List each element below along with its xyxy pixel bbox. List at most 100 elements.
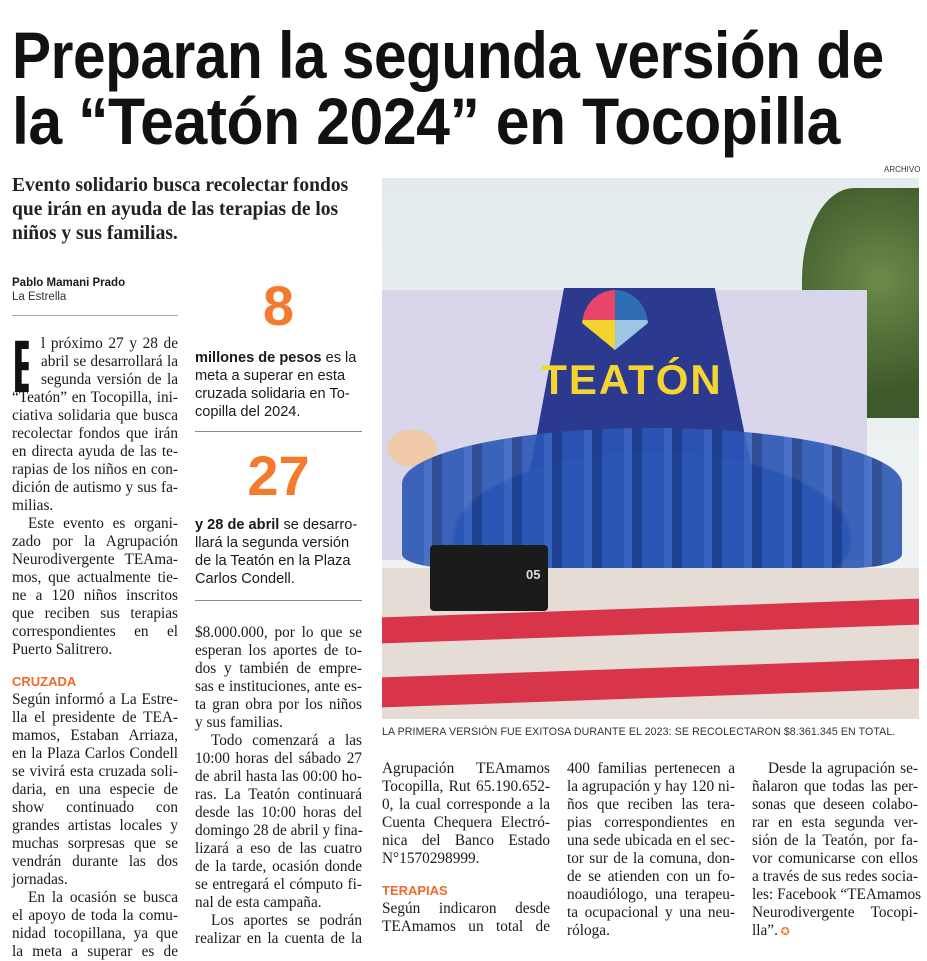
text-line: mos, que actualmente tie-: [12, 569, 178, 586]
byline-outlet: La Estrella: [12, 291, 67, 303]
spacer: [12, 659, 178, 673]
crowd-shirts: [402, 428, 902, 568]
column-3: Agrupación TEAmamos Tocopilla, Rut 65.190…: [382, 760, 550, 936]
text-line: Agrupación TEAmamos: [382, 760, 550, 777]
text-line: vor comunicarse con ellos: [752, 850, 918, 867]
fact-bold: millones de pesos: [195, 350, 322, 366]
fact-line: de la Teatón en la Plaza: [195, 553, 351, 569]
fact-line: se desarro-: [283, 517, 358, 533]
text-line: ne a 120 niños inscritos: [12, 587, 178, 604]
text-line: pias correspondientes en: [567, 814, 735, 831]
end-mark-icon: ✪: [777, 926, 790, 938]
text-line: abril se desarrollará la: [41, 353, 178, 370]
headline-line-1: Preparan la segunda versión de: [12, 18, 884, 92]
text-line: ños que reciben las tera-: [567, 796, 735, 813]
text-line: en la Plaza Carlos Condell: [12, 745, 178, 762]
text-line: ta ocupacional y una neu-: [567, 904, 735, 921]
fact-line: copilla del 2024.: [195, 404, 301, 420]
section-heading: CRUZADA: [12, 674, 77, 689]
text-line: les: Facebook “TEAmamos: [752, 886, 922, 903]
text-line: milias.: [12, 497, 54, 514]
fact-text: millones de pesos es la meta a superar e…: [195, 349, 362, 421]
spacer: [382, 868, 550, 882]
section-heading: TERAPIAS: [382, 883, 448, 898]
text-line: noaudiólogo, una terapeu-: [567, 886, 735, 903]
text-line: Este evento es organi-: [28, 515, 178, 532]
text-line: lla el presidente de TEA-: [12, 709, 178, 726]
text-line: ciativa solidaria que busca: [12, 407, 178, 424]
text-line: desde las 10:00 horas del: [195, 804, 362, 821]
speaker: 05: [430, 545, 548, 611]
text-line: el apoyo de toda la comu-: [12, 907, 178, 924]
text-line: de abril hasta las 00:00 ho-: [195, 768, 362, 785]
text-line: mamos, Estaban Arriaza,: [12, 727, 178, 744]
text-line: a través de sus redes socia-: [752, 868, 918, 885]
text-line: vendrán durante las dos: [12, 853, 178, 870]
text-line: esperan los aportes de to-: [195, 642, 362, 659]
text-line: Según informó a La Estre-: [12, 691, 178, 708]
text-line: la meta a superar es de: [12, 943, 178, 960]
text-line: “Teatón” en Tocopilla, ini-: [12, 389, 178, 406]
text-line: daria, en una especie de: [12, 781, 178, 798]
text-line: una sede ubicada en el sec-: [567, 832, 735, 849]
divider: [195, 431, 362, 432]
divider: [12, 315, 178, 316]
drop-cap: E: [12, 339, 29, 395]
text-line: Desde la agrupación se-: [768, 760, 918, 777]
fact-line: cruzada solidaria en To-: [195, 386, 350, 402]
text-line: Tocopilla, Rut 65.190.652-: [382, 778, 550, 795]
text-line: Los aportes se podrán: [211, 912, 362, 929]
column-1: l próximo 27 y 28 de abril se desarrollar…: [12, 335, 178, 961]
text-line: ñalaron que todas las per-: [752, 778, 918, 795]
text-line: róloga.: [567, 922, 610, 939]
text-line: realizar en la cuenta de la: [195, 930, 362, 947]
fact-line: es la: [325, 350, 357, 366]
headline-line-2: la “Teatón 2024” en Tocopilla: [12, 84, 840, 158]
divider: [195, 600, 362, 601]
text-line: de se atienden con un fo-: [567, 868, 735, 885]
text-line: domingo 28 de abril y fina-: [195, 822, 363, 839]
text-line: 400 familias pertenecen a: [567, 760, 735, 777]
text-line: lizará a eso de las cuatro: [195, 840, 362, 857]
text-line: la agrupación y hay 120 ni-: [567, 778, 735, 795]
text-line: ta gran obra por los niños: [195, 696, 362, 713]
fact-text: y 28 de abril se desarro- llará la segun…: [195, 516, 362, 588]
text-line: Según indicaron desde: [382, 900, 550, 917]
text-line: dición de autismo y sus fa-: [12, 479, 178, 496]
text-line: nidad tocopillana, ya que: [12, 925, 178, 942]
text-line: ras. La Teatón continuará: [195, 786, 362, 803]
fact-line: llará la segunda versión: [195, 535, 350, 551]
text-line: Neurodivergente Tocopi-: [752, 904, 918, 921]
fact-line: Carlos Condell.: [195, 571, 295, 587]
text-line: tor sur de la comuna, don-: [567, 850, 735, 867]
text-line: jornadas.: [12, 871, 68, 888]
text-line: N°1570298999.: [382, 850, 480, 867]
column-2: $8.000.000, por lo que se esperan los apo…: [195, 624, 363, 948]
fact-number-27: 27: [247, 444, 310, 507]
column-5: Desde la agrupación se-ñalaron que todas…: [752, 760, 922, 940]
text-line: TEAmamos un total de: [382, 918, 550, 935]
text-line: l próximo 27 y 28 de: [41, 335, 178, 352]
subtitle: Evento solidario busca recolectar fondos…: [12, 175, 349, 244]
text-line: rar en esta segunda ver-: [752, 814, 918, 831]
text-line: nal de esta campaña.: [195, 894, 322, 911]
photo-credit: ARCHIVO: [884, 165, 921, 174]
text-line: 0, la cual corresponde a la: [382, 796, 550, 813]
fact-bold: y 28 de abril: [195, 517, 280, 533]
byline-author: Pablo Mamani Prado: [12, 277, 126, 289]
text-line: se vivirá esta cruzada soli-: [12, 763, 178, 780]
text-line: de la tarde, ocasión donde: [195, 858, 362, 875]
text-line: sas e instituciones, ante es-: [195, 678, 362, 695]
text-line: rapias de los niños en con-: [12, 461, 178, 478]
text-line: show continuado con: [12, 799, 178, 816]
text-line: nica del Banco Estado: [382, 832, 550, 849]
text-line: muchas sorpresas que se: [12, 835, 178, 852]
text-line: Neurodivergente TEAma-: [12, 551, 178, 568]
text-line: 10:00 horas del sábado 27: [195, 750, 362, 767]
text-line: $8.000.000, por lo que se: [195, 624, 362, 641]
text-line: zado por la Agrupación: [12, 533, 178, 550]
photo-caption: LA PRIMERA VERSIÓN FUE EXITOSA DURANTE E…: [382, 726, 896, 738]
text-line: y sus familias.: [195, 714, 283, 731]
text-line: que reciben sus terapias: [12, 605, 178, 622]
text-line: En la ocasión se busca: [28, 889, 178, 906]
